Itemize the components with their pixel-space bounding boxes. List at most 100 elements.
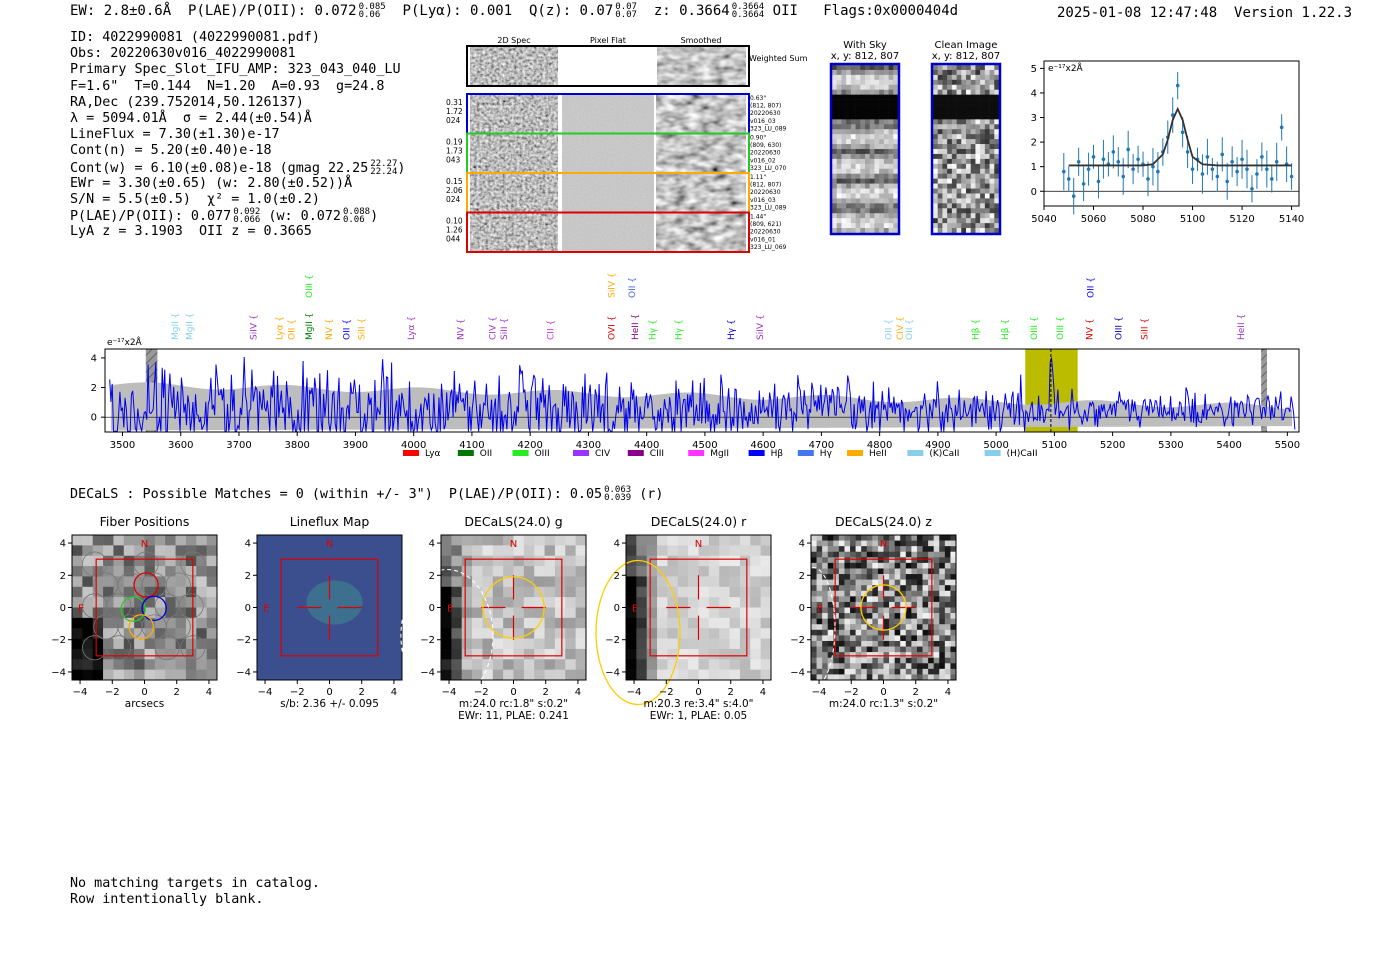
panel-pixel [113, 648, 125, 660]
cutout-right-info: 323_LU_089 [750, 204, 787, 211]
panel-pixel [844, 635, 851, 642]
image-pixel [961, 173, 967, 179]
image-pixel [980, 104, 986, 110]
image-pixel [975, 149, 981, 155]
image-pixel [846, 94, 852, 100]
panel-pixel [905, 579, 912, 586]
panel-pixel [626, 669, 637, 681]
panel-pixel [944, 674, 951, 681]
image-pixel [980, 144, 986, 150]
panel-pixel [667, 576, 679, 588]
compass-east: E [78, 604, 84, 615]
panel-pixel [827, 613, 834, 619]
panel-pixel [877, 590, 884, 597]
panel-x-tick-label: 4 [575, 687, 581, 698]
panel-pixel [492, 545, 504, 557]
panel-x-tick-label: 0 [695, 687, 701, 698]
image-pixel [994, 65, 1000, 71]
image-pixel [869, 114, 875, 120]
image-pixel [874, 178, 880, 184]
panel-pixel [850, 596, 856, 603]
panel-pixel [165, 628, 176, 639]
panel-pixel [911, 540, 918, 547]
panel-pixel [838, 646, 845, 653]
panel-pixel [861, 663, 868, 670]
image-pixel [893, 168, 899, 175]
image-pixel [933, 139, 939, 145]
image-pixel [860, 183, 866, 189]
detection-info: ID: 4022990081 (4022990081.pdf) Obs: 202… [70, 30, 405, 240]
image-pixel [874, 149, 880, 155]
image-pixel [989, 168, 995, 175]
panel-pixel [838, 601, 845, 608]
image-pixel [846, 183, 852, 189]
aperture-ellipse [595, 559, 681, 706]
panel-pixel [833, 585, 840, 592]
line-label: OII { [905, 319, 915, 340]
image-pixel [865, 99, 871, 105]
image-pixel [874, 114, 880, 120]
panel-pixel [883, 540, 890, 547]
panel-pixel [905, 668, 912, 675]
image-pixel [989, 163, 995, 170]
image-pixel [975, 134, 981, 140]
image-pixel [994, 213, 1000, 219]
panel-pixel [939, 568, 946, 575]
panel-y-tick-label: 4 [614, 539, 620, 550]
image-pixel [947, 163, 953, 170]
image-pixel [961, 228, 967, 234]
panel-pixel [144, 566, 156, 577]
image-pixel [933, 89, 939, 95]
panel-pixel [928, 674, 934, 681]
panel-pixel [626, 648, 637, 660]
image-pixel [947, 84, 953, 91]
panel-pixel [698, 659, 710, 670]
spectrum-y-tick-label: 0 [91, 413, 97, 424]
image-pixel [850, 94, 856, 100]
panel-pixel [894, 579, 901, 586]
image-pixel [994, 193, 1000, 199]
image-pixel [933, 203, 939, 209]
panel-pixel [916, 596, 923, 603]
image-pixel [841, 119, 847, 125]
image-pixel [975, 198, 981, 204]
image-pixel [855, 173, 861, 179]
image-pixel [947, 79, 953, 86]
panel-pixel [872, 624, 879, 631]
panel-pixel [688, 586, 699, 598]
image-pixel [855, 213, 861, 219]
panel-pixel [916, 574, 923, 580]
panel-pixel [503, 566, 514, 577]
panel-pixel [889, 596, 895, 603]
panel-y-tick-label: 0 [799, 603, 805, 614]
panel-pixel [144, 669, 156, 681]
panel-pixel [844, 585, 851, 592]
panel-pixel [165, 617, 176, 629]
image-pixel [994, 149, 1000, 155]
image-pixel [970, 208, 976, 214]
panel-pixel [883, 562, 890, 569]
compass-north: N [141, 539, 148, 550]
panel-pixel [916, 618, 923, 625]
image-pixel [893, 163, 899, 170]
panel-pixel [760, 638, 772, 650]
image-pixel [874, 153, 880, 160]
panel-pixel [905, 596, 912, 603]
panel-pixel [144, 617, 156, 629]
panel-pixel [855, 601, 862, 608]
image-pixel [947, 158, 953, 165]
image-pixel [956, 65, 962, 71]
panel-pixel [677, 617, 689, 629]
image-pixel [980, 79, 986, 86]
panel-pixel [911, 668, 918, 675]
panel-pixel [894, 613, 901, 619]
legend-swatch [847, 450, 863, 456]
image-pixel [989, 178, 995, 184]
panel-pixel [103, 576, 114, 588]
cutout-left-stat: 0.31 [446, 98, 463, 107]
image-pixel [888, 69, 894, 76]
image-pixel [869, 173, 875, 179]
image-pixel [942, 193, 948, 199]
panel-pixel [950, 596, 957, 603]
